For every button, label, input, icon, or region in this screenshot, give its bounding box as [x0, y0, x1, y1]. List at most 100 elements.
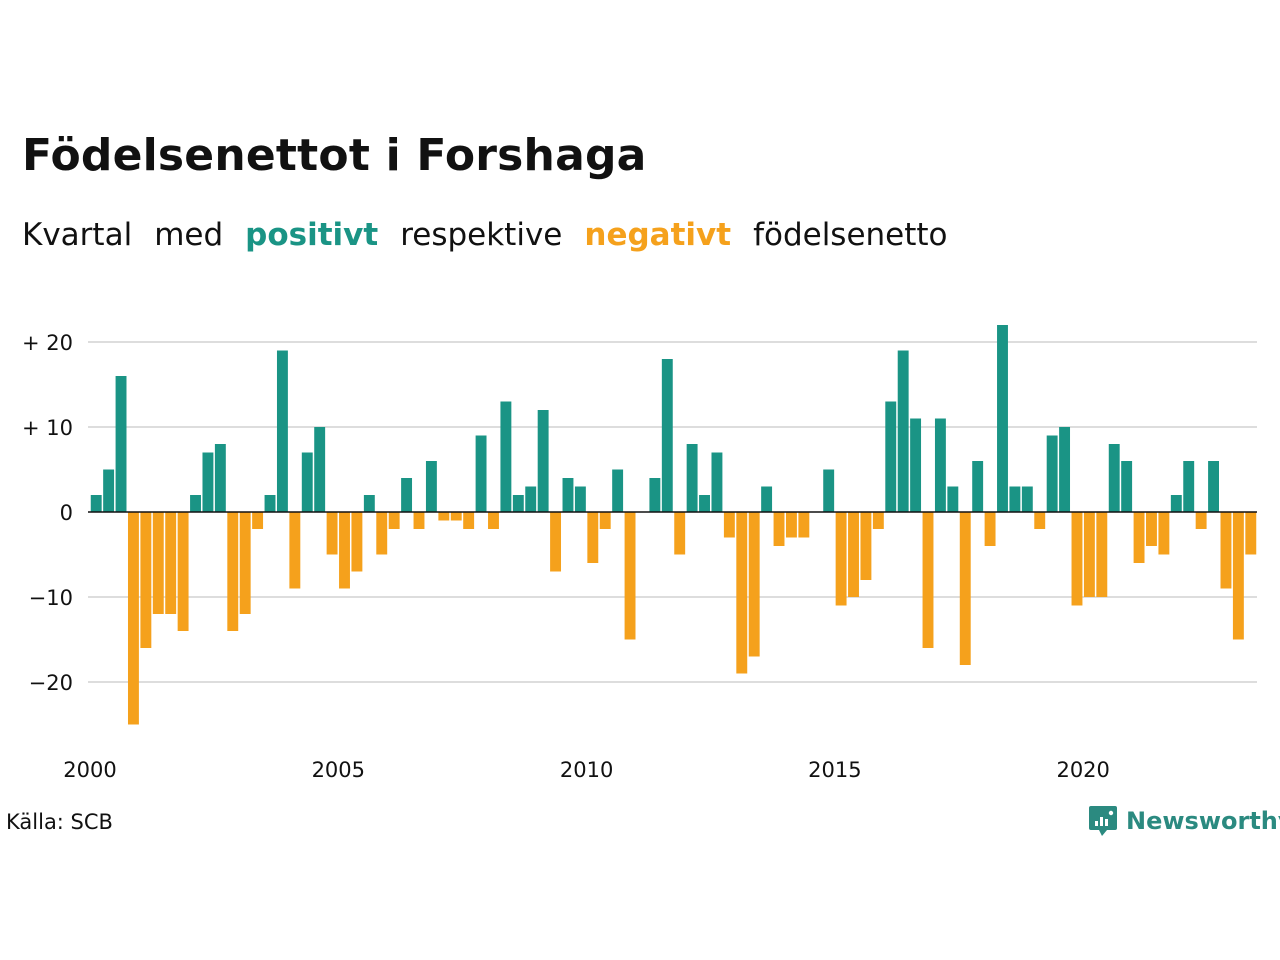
- bar: [823, 469, 835, 512]
- bar: [1021, 486, 1033, 512]
- bar: [488, 512, 499, 529]
- bar: [1232, 512, 1244, 640]
- bar: [1096, 512, 1108, 597]
- y-tick-label: 0: [60, 501, 73, 525]
- bar: [761, 486, 773, 512]
- bar: [1108, 444, 1120, 512]
- bar: [959, 512, 971, 665]
- bar: [860, 512, 872, 580]
- bar: [1183, 461, 1195, 512]
- subtitle-negative-word: negativt: [584, 217, 732, 253]
- bar: [723, 512, 735, 538]
- bar: [1195, 512, 1207, 529]
- bar: [587, 512, 599, 563]
- bar: [1133, 512, 1145, 563]
- bar: [475, 435, 487, 512]
- bar-layer: [90, 325, 1257, 725]
- bar: [1083, 512, 1095, 597]
- bar: [972, 461, 984, 512]
- subtitle-part-med: med: [154, 217, 224, 253]
- bar: [798, 512, 810, 538]
- bar: [1208, 461, 1219, 512]
- bar: [599, 512, 611, 529]
- bar: [450, 512, 462, 521]
- bar: [872, 512, 884, 529]
- bar: [1220, 512, 1232, 589]
- bar: [140, 512, 152, 648]
- bar: [190, 495, 201, 512]
- x-tick-label: 2015: [808, 758, 861, 782]
- bar: [785, 512, 797, 538]
- bar: [661, 359, 673, 512]
- x-tick-label: 2000: [63, 758, 116, 782]
- bar: [525, 486, 537, 512]
- bar: [401, 478, 413, 512]
- bar: [413, 512, 425, 529]
- bar: [1158, 512, 1170, 555]
- y-tick-label: −10: [29, 586, 73, 610]
- bar: [512, 495, 524, 512]
- bar: [550, 512, 562, 572]
- bar: [177, 512, 189, 631]
- bar: [1059, 427, 1071, 512]
- bar: [276, 350, 288, 512]
- bar: [90, 495, 102, 512]
- bar: [202, 452, 214, 512]
- bar: [1245, 512, 1257, 555]
- bar: [227, 512, 239, 631]
- bar: [326, 512, 338, 555]
- y-tick-label: + 10: [22, 416, 73, 440]
- bar: [984, 512, 996, 546]
- x-tick-label: 2010: [560, 758, 613, 782]
- axis-layer: + 20 + 10 0 −10 −20 2000 2005 2010 2015 2020: [22, 331, 1257, 782]
- bar: [500, 401, 512, 512]
- bar: [376, 512, 388, 555]
- x-tick-label: 2020: [1056, 758, 1109, 782]
- bar: [537, 410, 549, 512]
- bar: [1146, 512, 1157, 546]
- bar: [910, 418, 922, 512]
- bar: [152, 512, 164, 614]
- bar: [1121, 461, 1133, 512]
- newsworthy-logo-icon: [1089, 806, 1117, 836]
- bar: [947, 486, 959, 512]
- chart-title: Födelsenettot i Forshaga: [22, 130, 647, 181]
- brand-logo[interactable]: Newsworthy: [1088, 804, 1280, 838]
- bar: [264, 495, 276, 512]
- bar: [835, 512, 847, 606]
- bar: [997, 325, 1008, 512]
- bar: [314, 427, 326, 512]
- bar: [115, 376, 127, 512]
- bar: [165, 512, 177, 614]
- bar: [252, 512, 264, 529]
- bar: [922, 512, 934, 648]
- bar: [612, 469, 624, 512]
- bar: [363, 495, 375, 512]
- bar: [736, 512, 748, 674]
- bar: [699, 495, 710, 512]
- bar: [562, 478, 574, 512]
- bar: [711, 452, 723, 512]
- bar: [674, 512, 686, 555]
- bar: [103, 469, 115, 512]
- bar: [1170, 495, 1182, 512]
- bar: [239, 512, 251, 614]
- bar: [1009, 486, 1021, 512]
- bar: [649, 478, 661, 512]
- y-tick-label: + 20: [22, 331, 73, 355]
- bar: [1046, 435, 1058, 512]
- bar: [463, 512, 475, 529]
- bar: [351, 512, 363, 572]
- bar: [438, 512, 450, 521]
- subtitle-part-respektive: respektive: [400, 217, 563, 253]
- subtitle-positive-word: positivt: [245, 217, 379, 253]
- source-note: Källa: SCB: [6, 810, 113, 834]
- y-tick-label: −20: [29, 671, 73, 695]
- bar: [1034, 512, 1046, 529]
- bar: [339, 512, 350, 589]
- bar: [127, 512, 139, 725]
- bar: [885, 401, 897, 512]
- bar: [848, 512, 859, 597]
- bar: [1071, 512, 1083, 606]
- bar: [773, 512, 785, 546]
